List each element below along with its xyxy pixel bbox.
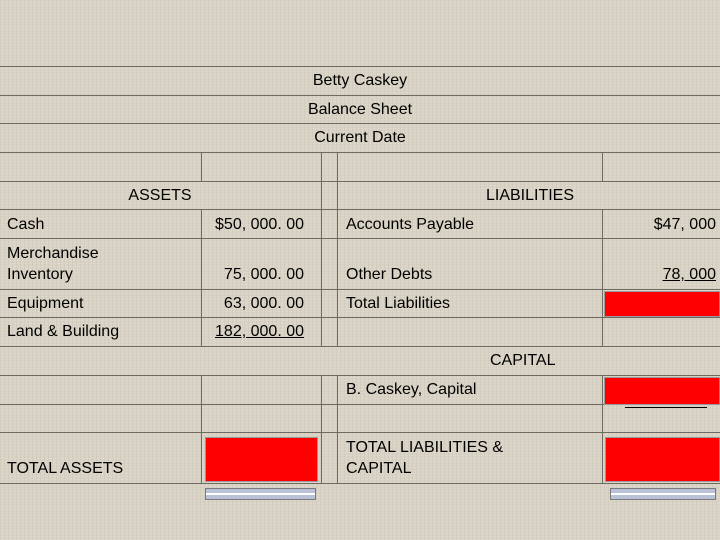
total-liabilities-answer-box[interactable] xyxy=(604,291,720,317)
capital-heading: CAPITAL xyxy=(490,352,556,369)
total-assets-label: TOTAL ASSETS xyxy=(7,460,124,477)
assets-heading: ASSETS xyxy=(128,187,192,204)
asset-label-merchandise: Merchandise xyxy=(7,245,99,262)
total-liabilities-label: Total Liabilities xyxy=(346,295,451,312)
company-name: Betty Caskey xyxy=(312,72,408,89)
asset-value-inventory: 75, 000. 00 xyxy=(223,266,304,283)
asset-label-equipment: Equipment xyxy=(7,295,84,312)
statement-date: Current Date xyxy=(314,129,406,146)
liability-label-accounts-payable: Accounts Payable xyxy=(346,216,475,233)
capital-underline xyxy=(625,407,707,408)
total-assets-answer-box[interactable] xyxy=(205,437,318,482)
total-liabilities-capital-double-underline xyxy=(610,488,716,500)
total-assets-double-underline xyxy=(205,488,316,500)
liabilities-heading: LIABILITIES xyxy=(485,187,575,204)
liability-value-accounts-payable: $47, 000 xyxy=(653,216,716,233)
capital-answer-box[interactable] xyxy=(604,377,720,405)
asset-label-land-building: Land & Building xyxy=(7,323,120,340)
total-liabilities-capital-answer-box[interactable] xyxy=(605,437,720,482)
asset-label-cash: Cash xyxy=(7,216,45,233)
liability-label-other-debts: Other Debts xyxy=(346,266,433,283)
asset-label-inventory: Inventory xyxy=(7,266,73,283)
capital-label: B. Caskey, Capital xyxy=(346,381,477,398)
liability-value-other-debts: 78, 000 xyxy=(662,266,716,283)
total-liabilities-capital-label-line2: CAPITAL xyxy=(346,460,412,477)
asset-value-cash: $50, 000. 00 xyxy=(215,216,304,233)
asset-value-equipment: 63, 000. 00 xyxy=(223,295,304,312)
asset-value-land-building: 182, 000. 00 xyxy=(215,323,304,340)
statement-title: Balance Sheet xyxy=(307,101,413,118)
total-liabilities-capital-label-line1: TOTAL LIABILITIES & xyxy=(346,439,504,456)
